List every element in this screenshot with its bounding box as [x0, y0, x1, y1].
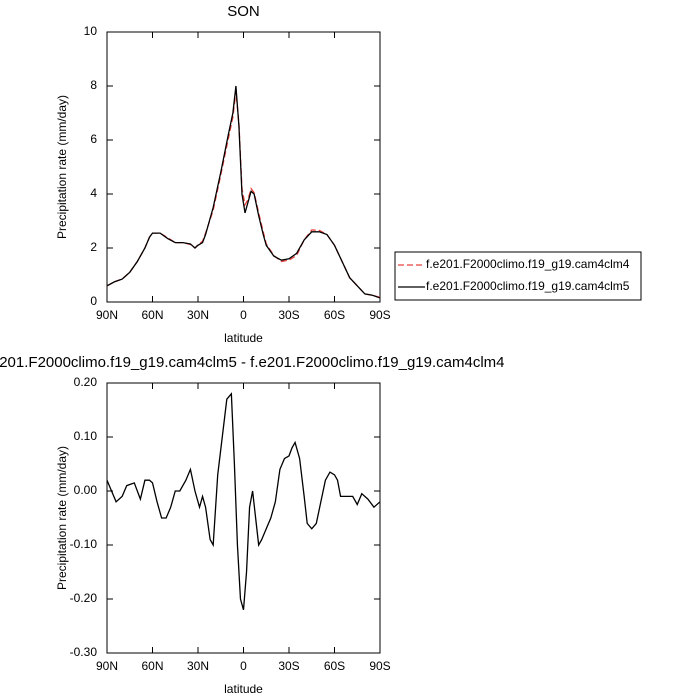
y-tick-label: -0.30 [70, 645, 98, 659]
chart-title: f.e201.F2000climo.f19_g19.cam4clm5 - f.e… [0, 354, 504, 371]
y-tick-label: 0 [90, 294, 97, 308]
y-axis-label: Precipitation rate (mm/day) [55, 446, 69, 590]
y-tick-label: 8 [90, 78, 97, 92]
x-tick-label: 30N [187, 308, 209, 322]
data-line [106, 91, 381, 299]
y-tick-label: 10 [84, 24, 98, 38]
plot-frame [106, 382, 381, 654]
y-tick-label: 4 [90, 186, 97, 200]
legend-label: f.e201.F2000climo.f19_g19.cam4clm4 [426, 257, 630, 271]
x-tick-label: 60N [141, 308, 163, 322]
x-tick-label: 0 [240, 659, 247, 673]
y-tick-label: 6 [90, 132, 97, 146]
y-tick-label: -0.10 [70, 537, 98, 551]
y-tick-label: 0.10 [74, 429, 98, 443]
x-tick-label: 90N [96, 659, 118, 673]
x-tick-label: 30S [278, 308, 299, 322]
chart-title: SON [227, 3, 260, 20]
y-tick-label: 0.00 [74, 483, 98, 497]
x-tick-label: 30S [278, 659, 299, 673]
x-tick-label: 60S [324, 659, 345, 673]
y-tick-label: 2 [90, 240, 97, 254]
y-tick-label: -0.20 [70, 591, 98, 605]
x-tick-label: 90S [369, 659, 390, 673]
x-axis-label: latitude [224, 331, 263, 345]
x-axis-label: latitude [224, 682, 263, 696]
plot-frame [106, 31, 381, 303]
legend-box [394, 251, 642, 301]
x-tick-label: 60N [141, 659, 163, 673]
x-tick-label: 90N [96, 308, 118, 322]
y-axis-label: Precipitation rate (mm/day) [55, 95, 69, 239]
x-tick-label: 60S [324, 308, 345, 322]
x-tick-label: 0 [240, 308, 247, 322]
legend-label: f.e201.F2000climo.f19_g19.cam4clm5 [426, 279, 630, 293]
x-tick-label: 30N [187, 659, 209, 673]
y-tick-label: 0.20 [74, 375, 98, 389]
x-tick-label: 90S [369, 308, 390, 322]
data-line [106, 392, 381, 610]
data-line [106, 85, 381, 299]
